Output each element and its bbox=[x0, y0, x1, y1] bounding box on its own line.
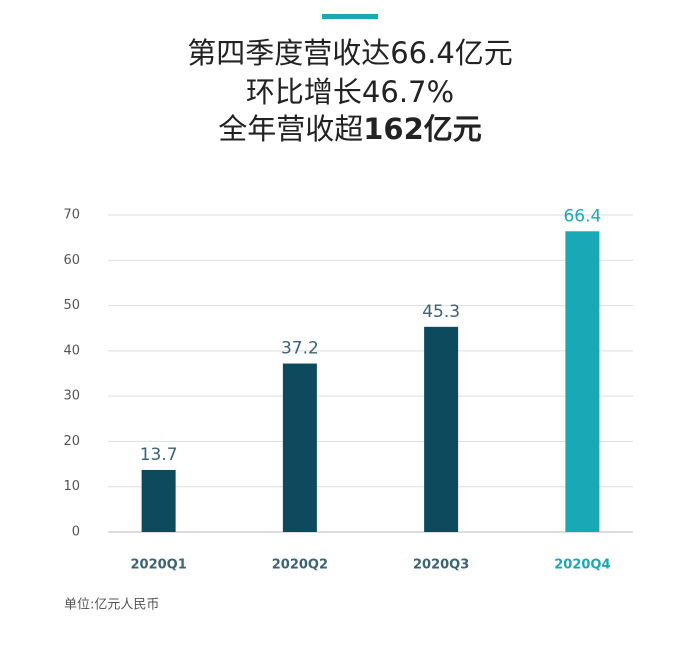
title-bold: 162亿元 bbox=[363, 112, 482, 146]
x-tick-label: 2020Q1 bbox=[130, 558, 186, 573]
y-tick-label: 20 bbox=[63, 434, 80, 449]
x-tick-label: 2020Q2 bbox=[272, 558, 328, 573]
y-tick-label: 70 bbox=[63, 208, 80, 223]
title-line: 环比增长46.7% bbox=[246, 75, 454, 109]
y-tick-label: 50 bbox=[63, 298, 80, 313]
value-label: 37.2 bbox=[281, 339, 319, 359]
bar bbox=[141, 469, 176, 532]
value-label: 45.3 bbox=[422, 302, 460, 322]
value-label: 66.4 bbox=[563, 206, 601, 226]
y-tick-label: 60 bbox=[63, 253, 80, 268]
bar bbox=[424, 326, 459, 532]
bar bbox=[282, 363, 317, 532]
title-text: 全年营收超 bbox=[218, 112, 363, 146]
decor-bar bbox=[322, 14, 378, 19]
bar bbox=[565, 231, 600, 532]
y-tick-label: 0 bbox=[72, 525, 80, 540]
y-tick-label: 40 bbox=[63, 343, 80, 358]
title-line: 全年营收超162亿元 bbox=[218, 112, 482, 146]
value-label: 13.7 bbox=[140, 445, 178, 465]
title-line: 第四季度营收达66.4亿元 bbox=[187, 36, 513, 70]
y-tick-label: 10 bbox=[63, 479, 80, 494]
y-tick-label: 30 bbox=[63, 389, 80, 404]
x-tick-label: 2020Q3 bbox=[413, 558, 469, 573]
x-tick-label: 2020Q4 bbox=[554, 558, 610, 573]
unit-note: 单位:亿元人民币 bbox=[64, 598, 159, 613]
